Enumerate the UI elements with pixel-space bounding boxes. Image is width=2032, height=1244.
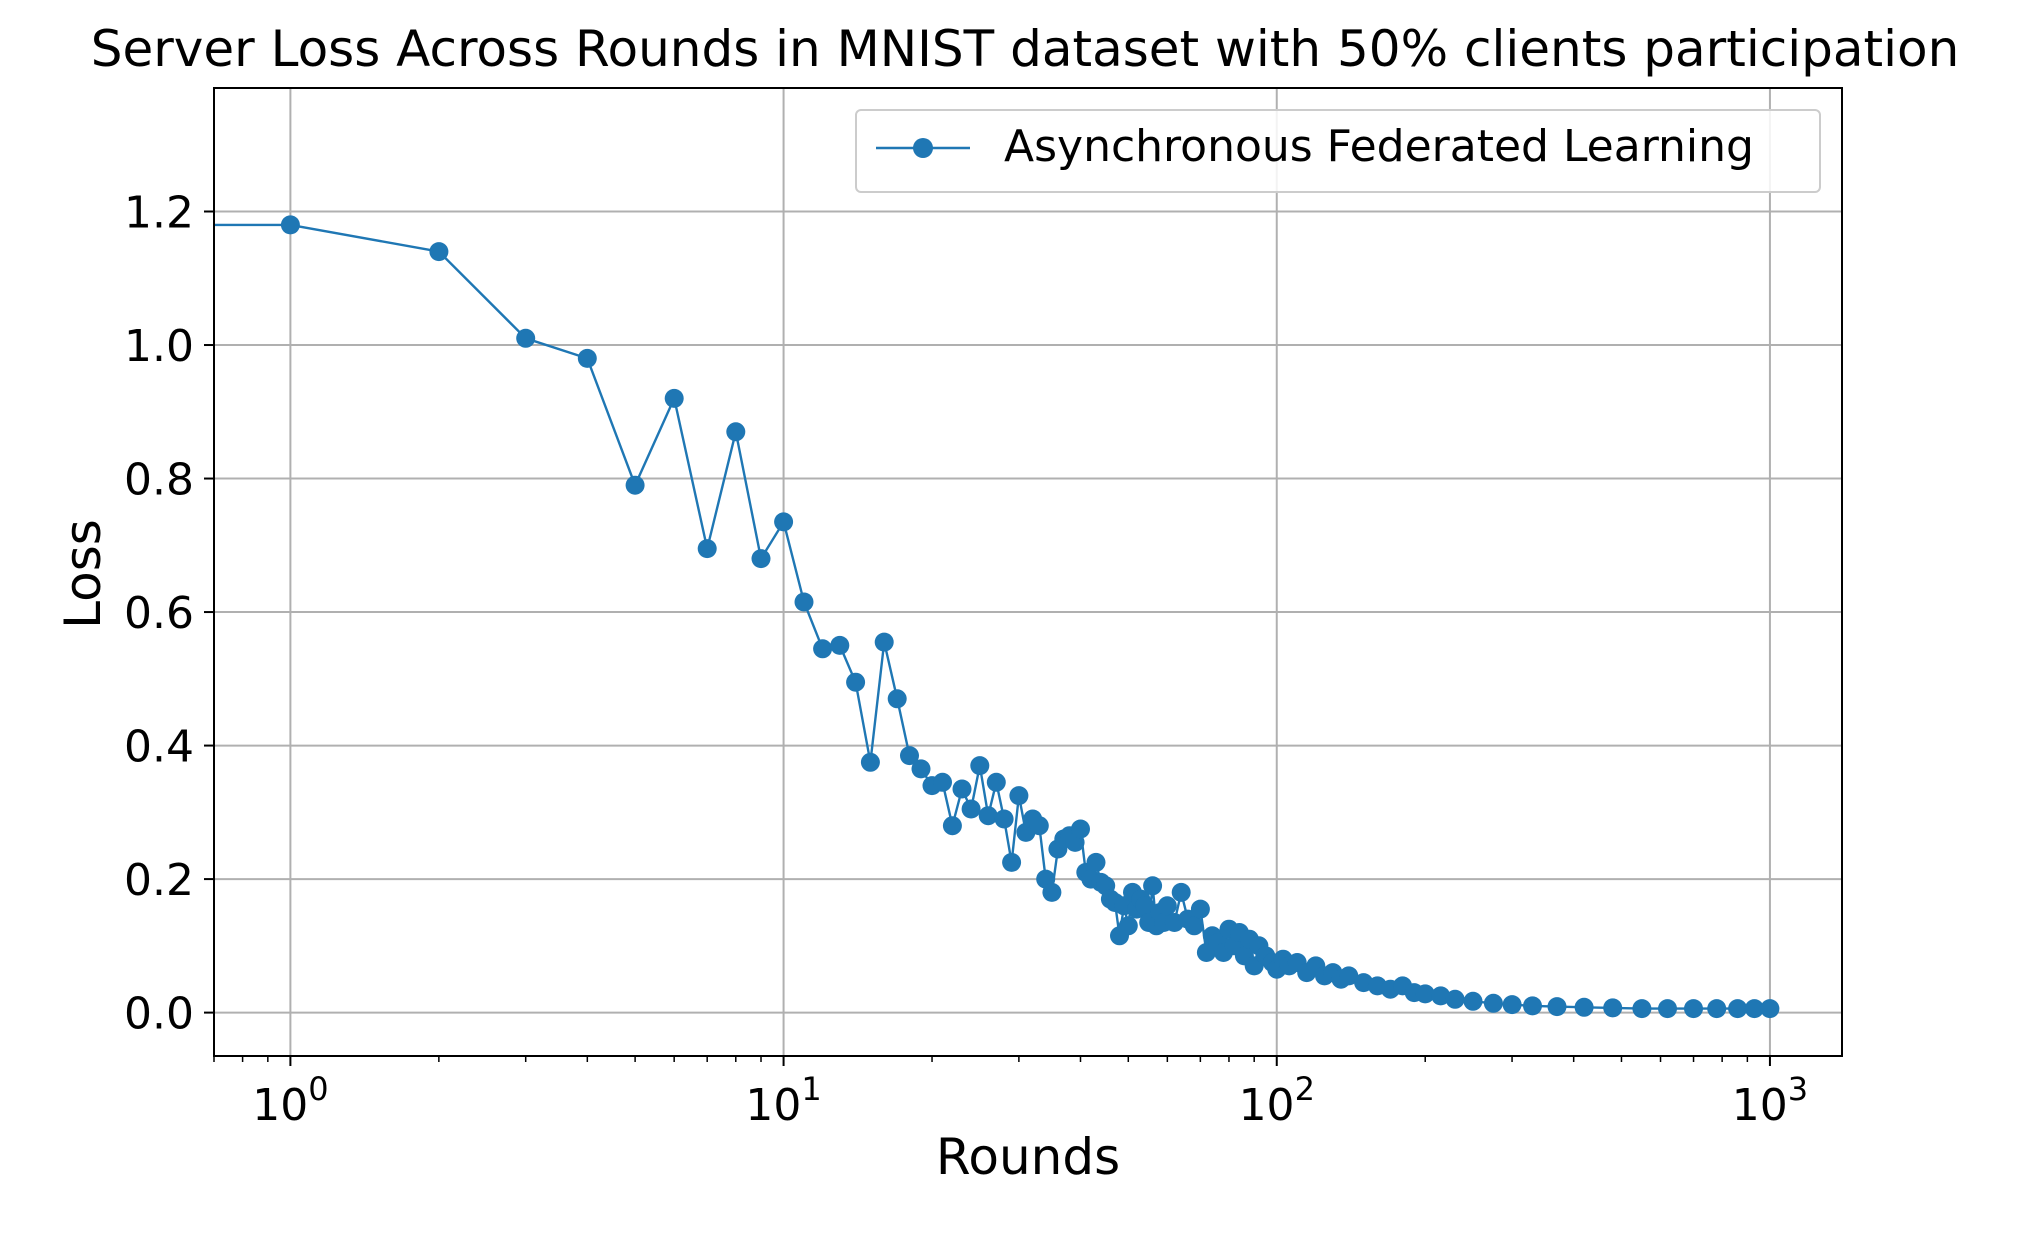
data-point bbox=[577, 348, 597, 368]
data-point bbox=[978, 806, 998, 826]
data-point bbox=[1523, 996, 1542, 1016]
x-tick-label: 103 bbox=[1732, 1070, 1808, 1131]
data-point bbox=[516, 328, 536, 348]
data-point bbox=[794, 592, 814, 612]
x-tick-exponent: 3 bbox=[1788, 1070, 1808, 1108]
x-tick-base: 10 bbox=[745, 1080, 801, 1131]
data-point bbox=[429, 242, 449, 262]
x-tick-exponent: 2 bbox=[1295, 1070, 1315, 1108]
data-point bbox=[1760, 999, 1780, 1019]
data-point bbox=[830, 635, 850, 655]
data-point bbox=[970, 756, 990, 776]
data-point bbox=[280, 215, 300, 235]
data-point bbox=[846, 672, 866, 692]
data-point bbox=[813, 639, 833, 659]
legend: Asynchronous Federated Learning bbox=[855, 109, 1821, 193]
data-point bbox=[1502, 995, 1522, 1015]
data-point bbox=[1415, 984, 1435, 1004]
data-point bbox=[1190, 899, 1210, 919]
data-point bbox=[1029, 816, 1049, 836]
plot-frame bbox=[213, 87, 1843, 1057]
data-point bbox=[1744, 999, 1764, 1019]
data-point bbox=[664, 388, 684, 408]
data-point bbox=[1603, 998, 1623, 1018]
data-point bbox=[961, 799, 981, 819]
data-point bbox=[1463, 991, 1483, 1011]
legend-marker-sample bbox=[913, 138, 933, 158]
data-point bbox=[942, 816, 962, 836]
data-point bbox=[1574, 997, 1594, 1017]
data-point bbox=[1728, 999, 1748, 1019]
x-tick-base: 10 bbox=[1732, 1080, 1788, 1131]
data-point bbox=[1042, 882, 1062, 902]
data-point bbox=[1086, 852, 1106, 872]
data-point bbox=[1184, 916, 1204, 936]
data-point bbox=[697, 539, 717, 559]
series-layer bbox=[214, 215, 1780, 1019]
y-axis-label: Loss bbox=[54, 519, 112, 629]
y-tick-label: 0.4 bbox=[124, 722, 194, 773]
y-tick-label: 0.8 bbox=[124, 455, 194, 506]
data-point bbox=[1071, 819, 1090, 839]
data-point bbox=[1431, 986, 1451, 1006]
data-point bbox=[1009, 786, 1029, 806]
data-point bbox=[1002, 852, 1022, 872]
x-tick-base: 10 bbox=[252, 1080, 308, 1131]
data-point bbox=[1118, 916, 1138, 936]
data-point bbox=[751, 549, 771, 569]
data-point bbox=[1339, 966, 1359, 986]
data-point bbox=[900, 746, 919, 766]
data-point bbox=[625, 475, 645, 495]
y-tick-label: 0.2 bbox=[124, 855, 194, 906]
x-axis-label: Rounds bbox=[936, 1128, 1120, 1186]
data-point bbox=[986, 772, 1006, 792]
y-tick-label: 1.0 bbox=[124, 321, 194, 372]
data-point bbox=[774, 512, 794, 532]
data-point bbox=[1135, 896, 1155, 916]
y-tick-label: 1.2 bbox=[124, 188, 194, 239]
x-tick-base: 10 bbox=[1239, 1080, 1295, 1131]
data-point bbox=[726, 422, 746, 442]
data-point bbox=[874, 632, 894, 652]
y-axis-ticks: 0.0 0.2 0.4 0.6 0.8 1.0 1.2 bbox=[124, 188, 214, 1040]
data-point bbox=[860, 752, 880, 772]
grid-lines bbox=[214, 88, 1842, 1056]
data-point bbox=[1483, 993, 1503, 1013]
data-point bbox=[1143, 876, 1163, 896]
data-point bbox=[1658, 999, 1677, 1019]
data-point bbox=[933, 772, 952, 792]
legend-box bbox=[855, 109, 1821, 193]
x-tick-label: 101 bbox=[745, 1070, 821, 1131]
data-point bbox=[1547, 997, 1567, 1017]
legend-label: Asynchronous Federated Learning bbox=[1004, 121, 1754, 172]
data-point bbox=[994, 809, 1014, 829]
data-point bbox=[887, 689, 907, 709]
x-axis-ticks: 100 101 102 103 bbox=[213, 1056, 1808, 1131]
data-point bbox=[1171, 882, 1191, 902]
x-tick-label: 102 bbox=[1239, 1070, 1315, 1131]
data-point bbox=[1157, 896, 1177, 916]
data-point bbox=[1632, 999, 1652, 1019]
y-tick-label: 0.6 bbox=[124, 588, 194, 639]
data-point bbox=[911, 759, 931, 779]
x-tick-exponent: 0 bbox=[308, 1070, 328, 1108]
data-point bbox=[952, 779, 972, 799]
data-point bbox=[1707, 999, 1727, 1019]
chart-title: Server Loss Across Rounds in MNIST datas… bbox=[91, 20, 1960, 78]
x-tick-exponent: 1 bbox=[801, 1070, 821, 1108]
x-tick-label: 100 bbox=[252, 1070, 328, 1131]
data-point bbox=[1445, 989, 1465, 1009]
data-point bbox=[1684, 999, 1703, 1019]
y-tick-label: 0.0 bbox=[124, 989, 194, 1040]
